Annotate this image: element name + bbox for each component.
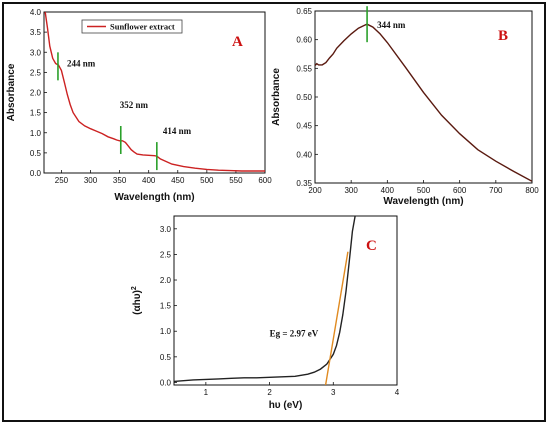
legend-entry: Sunflower extract xyxy=(110,22,175,32)
y-tick-label: 0.50 xyxy=(296,93,312,102)
x-axis-title: Wavelength (nm) xyxy=(383,196,463,207)
y-tick-label: 0.45 xyxy=(296,122,312,131)
y-tick-label: 0.40 xyxy=(296,150,312,159)
chart-panel-c: 1 2 3 4 0.0 0.5 1.0 1.5 2.0 2.5 3.0 hυ (eV) (αhυ)2 Eg… xyxy=(131,215,400,411)
annotation-label: 414 nm xyxy=(163,126,192,136)
chart-panel-b: 200 300 400 500 600 700 800 0.35 0.40 0.45 0.50 0.5… xyxy=(271,6,539,207)
y-tick-label: 2.0 xyxy=(30,89,42,98)
x-tick-label: 400 xyxy=(381,186,395,195)
y-tick-label: 3.0 xyxy=(160,225,172,234)
plot-area-frame xyxy=(173,215,398,386)
y-tick-label: 0.35 xyxy=(296,179,312,188)
x-tick-label: 550 xyxy=(229,176,243,185)
x-axis-title: hυ (eV) xyxy=(269,400,303,411)
y-axis-title-superscript: 2 xyxy=(131,286,138,290)
x-tick-label: 600 xyxy=(258,176,272,185)
y-tick-label: 1.0 xyxy=(160,327,172,336)
y-axis-title: (αhυ)2 xyxy=(131,286,143,315)
y-tick-label: 1.0 xyxy=(30,129,42,138)
y-tick-label: 0.65 xyxy=(296,7,312,16)
x-tick-label: 3 xyxy=(331,388,336,397)
x-tick-label: 250 xyxy=(55,176,69,185)
x-tick-label: 1 xyxy=(204,388,209,397)
series-line-1 xyxy=(174,216,356,383)
x-tick-label: 300 xyxy=(344,186,358,195)
panel-letter: B xyxy=(498,28,508,44)
x-tick-label: 200 xyxy=(308,186,322,195)
y-tick-label: 4.0 xyxy=(30,8,42,17)
annotation-label: Eg = 2.97 eV xyxy=(270,328,319,338)
y-axis-title: Absorbance xyxy=(6,63,17,121)
x-tick-label: 400 xyxy=(142,176,156,185)
x-tick-label: 500 xyxy=(417,186,431,195)
x-axis-title: Wavelength (nm) xyxy=(114,192,194,203)
annotation-label: 244 nm xyxy=(67,58,96,68)
x-tick-label: 500 xyxy=(200,176,214,185)
figure-frame xyxy=(2,2,546,422)
y-tick-label: 0.0 xyxy=(30,169,42,178)
series-line-1 xyxy=(315,23,532,182)
legend-box xyxy=(81,19,183,34)
x-tick-label: 700 xyxy=(489,186,503,195)
x-tick-label: 300 xyxy=(84,176,98,185)
y-tick-label: 0.5 xyxy=(160,353,172,362)
x-tick-label: 450 xyxy=(171,176,185,185)
y-tick-label: 0.60 xyxy=(296,36,312,45)
series-line-2 xyxy=(324,251,349,385)
x-tick-label: 600 xyxy=(453,186,467,195)
y-tick-label: 0.5 xyxy=(30,149,42,158)
y-tick-label: 2.0 xyxy=(160,276,172,285)
series-line-1 xyxy=(44,12,265,172)
x-tick-label: 2 xyxy=(267,388,272,397)
y-tick-label: 0.0 xyxy=(160,378,172,387)
panel-letter: C xyxy=(366,238,377,254)
y-tick-label: 1.5 xyxy=(160,302,172,311)
annotation-label: 344 nm xyxy=(377,20,406,30)
annotation-label: 352 nm xyxy=(120,100,149,110)
y-tick-label: 3.0 xyxy=(30,48,42,57)
y-tick-label: 2.5 xyxy=(30,68,42,77)
x-tick-label: 4 xyxy=(395,388,400,397)
y-tick-label: 2.5 xyxy=(160,250,172,259)
y-axis-title: Absorbance xyxy=(271,68,282,126)
y-tick-label: 0.55 xyxy=(296,64,312,73)
panel-letter: A xyxy=(232,34,243,50)
chart-panel-a: 250 300 350 400 450 500 550 600 0.0 0.5 1.0 1.5 2.0 2… xyxy=(6,8,272,203)
x-tick-label: 350 xyxy=(113,176,127,185)
y-tick-label: 1.5 xyxy=(30,109,42,118)
x-tick-label: 800 xyxy=(525,186,539,195)
y-tick-label: 3.5 xyxy=(30,28,42,37)
